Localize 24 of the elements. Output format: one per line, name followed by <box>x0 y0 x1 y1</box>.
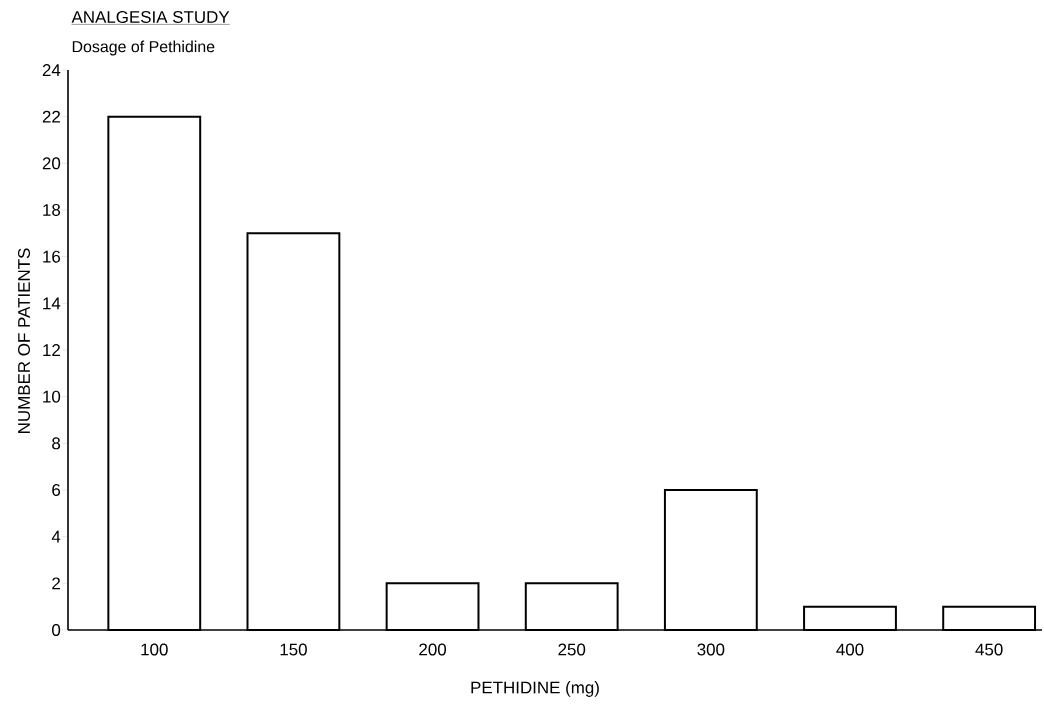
y-tick-label: 20 <box>42 157 61 170</box>
y-tick-label: 0 <box>52 623 61 636</box>
y-tick-label: 24 <box>42 64 61 76</box>
x-tick-label: 400 <box>836 643 864 656</box>
x-tick-label: 300 <box>697 643 725 656</box>
x-tick-label: 450 <box>975 643 1003 656</box>
y-tick-label: 22 <box>42 110 60 123</box>
x-tick-label: 150 <box>280 643 307 656</box>
y-axis-title: NUMBER OF PATIENTS <box>18 248 31 433</box>
y-tick-label: 2 <box>52 577 60 590</box>
x-tick-label: 200 <box>419 643 447 656</box>
chart-subtitle: Dosage of Pethidine <box>72 40 215 56</box>
y-tick-label: 16 <box>43 250 61 263</box>
y-tick-label: 18 <box>43 203 61 216</box>
y-tick-label: 12 <box>43 344 60 356</box>
x-tick-label: 100 <box>141 643 168 656</box>
x-axis-title: PETHIDINE (mg) <box>471 681 599 697</box>
chart-title: ANALGESIA STUDY <box>71 10 230 23</box>
y-tick-label: 14 <box>43 297 61 310</box>
y-tick-label: 8 <box>52 437 61 450</box>
y-tick-label: 10 <box>43 390 61 403</box>
y-tick-label: 4 <box>51 530 61 543</box>
y-tick-label: 6 <box>52 483 61 496</box>
x-tick-label: 250 <box>558 643 586 656</box>
